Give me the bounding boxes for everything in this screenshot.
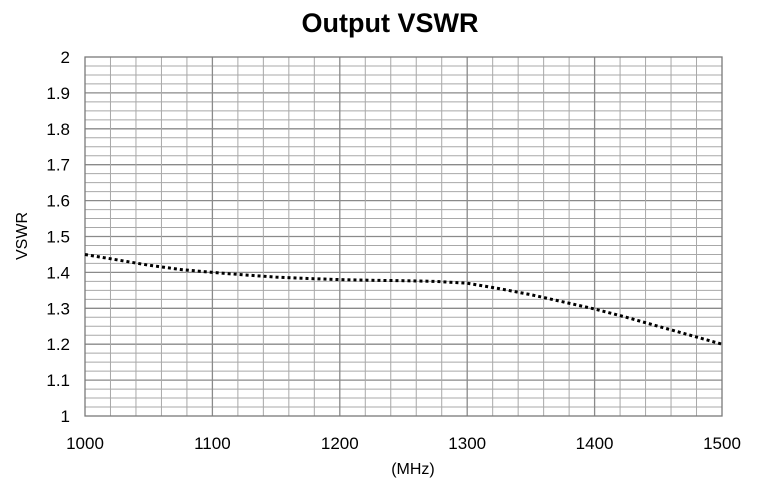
series-layer: [84, 253, 723, 346]
y-axis-ticks: 1 1.1 1.2 1.3 1.4 1.5 1.6 1.7 1.8 1.9 2: [46, 48, 70, 426]
vswr-series-line: [84, 253, 723, 346]
x-tick-label: 1100: [194, 434, 231, 453]
plot-frame: [84, 56, 723, 417]
plot-border: [84, 56, 723, 417]
y-tick-label: 2: [61, 48, 70, 67]
y-tick-label: 1.3: [46, 299, 70, 318]
chart-title: Output VSWR: [302, 8, 479, 38]
y-tick-label: 1.6: [46, 192, 70, 211]
x-axis-label: (MHz): [391, 461, 435, 478]
y-axis-label: VSWR: [14, 212, 31, 260]
y-tick-label: 1.2: [46, 335, 70, 354]
x-tick-label: 1500: [703, 434, 741, 453]
y-tick-label: 1.1: [46, 371, 70, 390]
plot-grid: [85, 57, 722, 416]
x-tick-label: 1000: [66, 434, 104, 453]
y-tick-label: 1.4: [46, 263, 70, 282]
x-axis-ticks: 1000 1100 1200 1300 1400 1500: [66, 434, 741, 453]
y-tick-label: 1: [61, 407, 70, 426]
x-tick-label: 1200: [321, 434, 359, 453]
y-tick-label: 1.8: [46, 120, 70, 139]
y-tick-label: 1.7: [46, 156, 70, 175]
x-tick-label: 1300: [448, 434, 486, 453]
x-tick-label: 1400: [576, 434, 614, 453]
y-tick-label: 1.5: [46, 228, 70, 247]
y-tick-label: 1.9: [46, 84, 70, 103]
